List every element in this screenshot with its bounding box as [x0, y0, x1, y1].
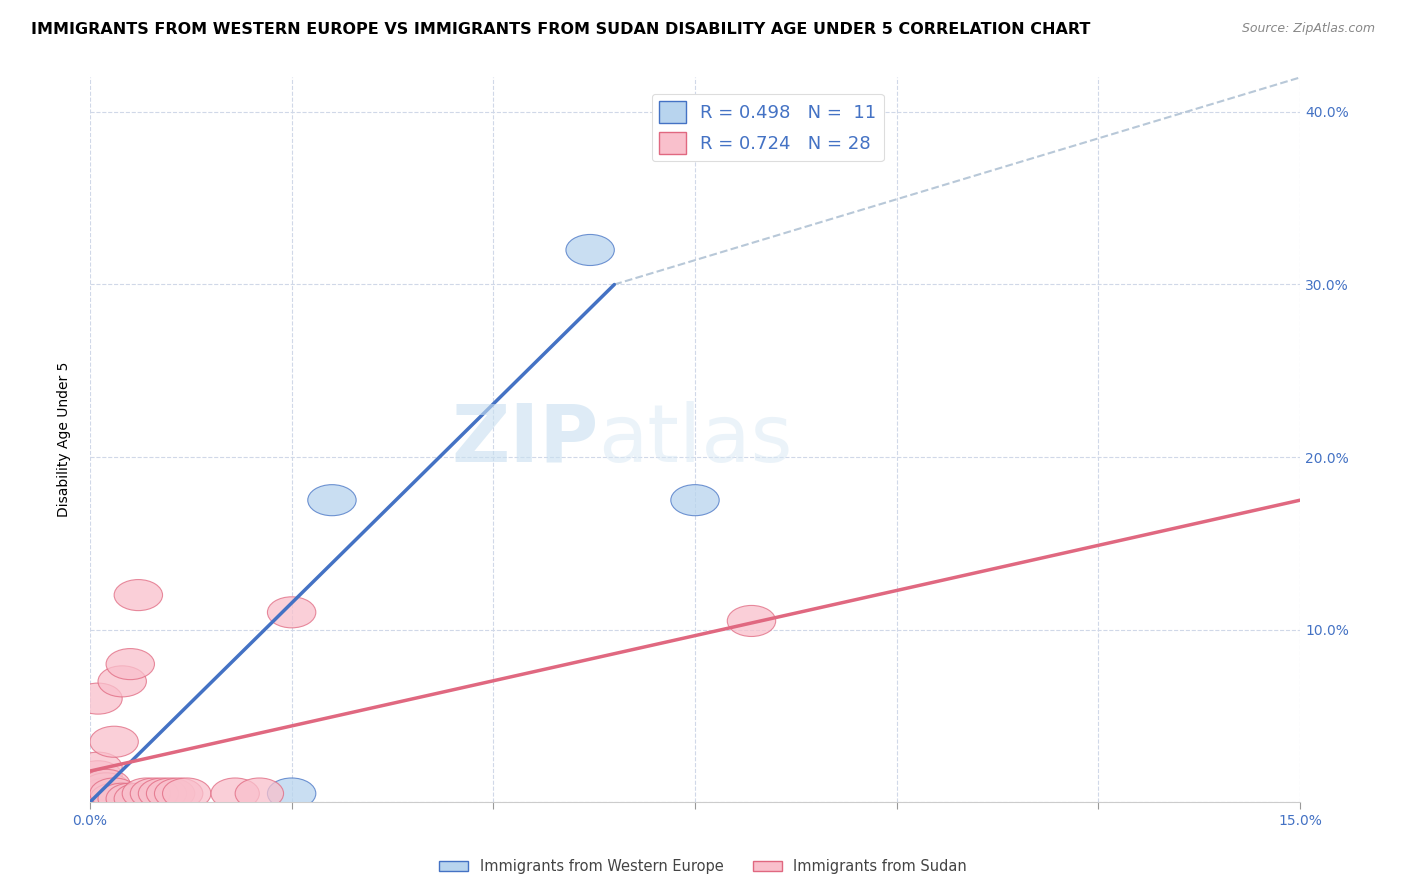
Ellipse shape	[671, 484, 720, 516]
Ellipse shape	[90, 783, 138, 814]
Ellipse shape	[82, 770, 131, 800]
Text: IMMIGRANTS FROM WESTERN EUROPE VS IMMIGRANTS FROM SUDAN DISABILITY AGE UNDER 5 C: IMMIGRANTS FROM WESTERN EUROPE VS IMMIGR…	[31, 22, 1090, 37]
Ellipse shape	[73, 752, 122, 783]
Ellipse shape	[235, 778, 284, 809]
Ellipse shape	[163, 778, 211, 809]
Text: ZIP: ZIP	[451, 401, 598, 479]
Ellipse shape	[122, 778, 170, 809]
Ellipse shape	[267, 778, 316, 809]
Text: atlas: atlas	[598, 401, 793, 479]
Ellipse shape	[73, 683, 122, 714]
Ellipse shape	[98, 783, 146, 814]
Text: Source: ZipAtlas.com: Source: ZipAtlas.com	[1241, 22, 1375, 36]
Ellipse shape	[90, 778, 138, 809]
Ellipse shape	[82, 783, 131, 814]
Ellipse shape	[73, 778, 122, 809]
Ellipse shape	[90, 783, 138, 814]
Ellipse shape	[114, 580, 163, 611]
Ellipse shape	[155, 778, 202, 809]
Ellipse shape	[131, 778, 179, 809]
Ellipse shape	[73, 778, 122, 809]
Ellipse shape	[114, 783, 163, 814]
Ellipse shape	[82, 783, 131, 814]
Ellipse shape	[105, 783, 155, 814]
Ellipse shape	[98, 665, 146, 697]
Ellipse shape	[98, 783, 146, 814]
Ellipse shape	[138, 778, 187, 809]
Ellipse shape	[82, 772, 131, 804]
Ellipse shape	[211, 778, 259, 809]
Ellipse shape	[73, 772, 122, 804]
Y-axis label: Disability Age Under 5: Disability Age Under 5	[58, 362, 72, 517]
Ellipse shape	[90, 726, 138, 757]
Ellipse shape	[73, 761, 122, 792]
Legend: Immigrants from Western Europe, Immigrants from Sudan: Immigrants from Western Europe, Immigran…	[433, 854, 973, 880]
Ellipse shape	[73, 772, 122, 804]
Ellipse shape	[82, 778, 131, 809]
Ellipse shape	[73, 783, 122, 814]
Ellipse shape	[82, 778, 131, 809]
Ellipse shape	[105, 648, 155, 680]
Ellipse shape	[727, 606, 776, 637]
Ellipse shape	[308, 484, 356, 516]
Ellipse shape	[146, 778, 195, 809]
Ellipse shape	[267, 597, 316, 628]
Ellipse shape	[567, 235, 614, 266]
Legend: R = 0.498   N =  11, R = 0.724   N = 28: R = 0.498 N = 11, R = 0.724 N = 28	[651, 94, 883, 161]
